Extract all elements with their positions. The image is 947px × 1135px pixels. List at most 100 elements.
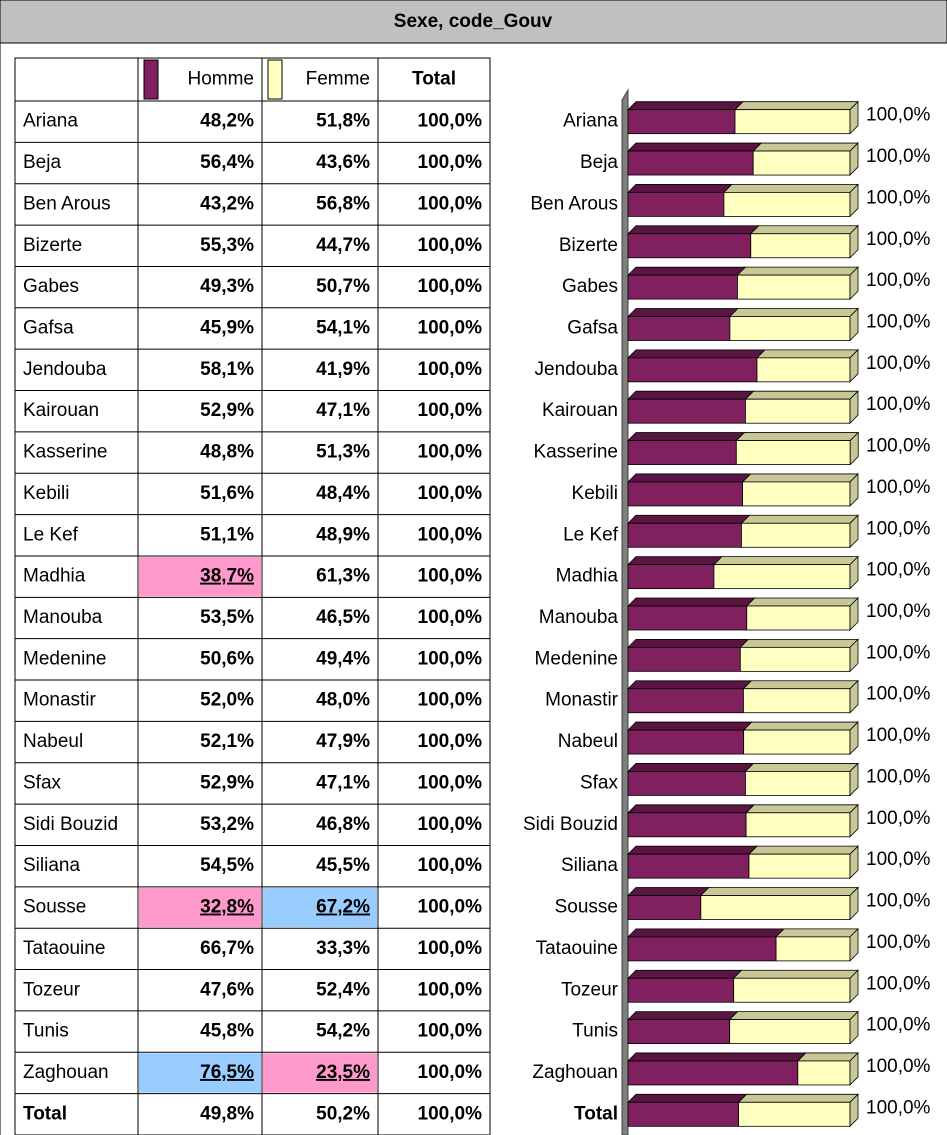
value-label: 100,0% [866, 973, 931, 994]
category-label: Sfax [580, 772, 619, 793]
category-label: Kebili [572, 483, 618, 504]
title-bar [0, 0, 947, 44]
table-cell: 100,0% [418, 1021, 483, 1042]
bar-end [849, 142, 859, 177]
table-cell: 66,7% [200, 938, 254, 959]
table-cell: 44,7% [316, 235, 370, 256]
row-label: Gafsa [23, 317, 74, 338]
bar-end [849, 307, 859, 342]
cell-highlight [263, 887, 377, 928]
title: Sexe, code_Gouv [394, 11, 553, 32]
table-cell: 100,0% [418, 938, 483, 959]
table-cell: 53,2% [200, 814, 254, 835]
row-label: Gabes [23, 276, 79, 297]
table-cell: 100,0% [418, 442, 483, 463]
bar-top [627, 887, 710, 896]
bar-top [627, 1011, 739, 1020]
bar-top [627, 1052, 807, 1062]
row-label: Kebili [23, 483, 69, 504]
value-label: 100,0% [866, 766, 931, 787]
bar [700, 895, 851, 920]
table-header [14, 57, 491, 102]
bar-top [749, 225, 859, 235]
bar-end [849, 762, 859, 797]
bar [738, 1101, 851, 1127]
bar [797, 1060, 851, 1086]
table-cell: 100,0% [418, 276, 483, 297]
bar-top [744, 390, 859, 400]
bar-top [627, 928, 786, 938]
bar-top [627, 183, 733, 193]
table-cell: 51,8% [316, 111, 370, 132]
table-cell: 32,8% [200, 897, 254, 918]
bar [627, 191, 725, 217]
bar-end [849, 969, 859, 1004]
category-label: Madhia [556, 566, 619, 587]
category-label: Ben Arous [530, 193, 618, 214]
bar [627, 564, 715, 590]
row-label: Tataouine [23, 938, 105, 959]
value-label: 100,0% [866, 187, 931, 208]
value-label: 100,0% [866, 270, 931, 291]
category-label: Nabeul [558, 731, 618, 752]
table-cell: 48,0% [316, 690, 370, 711]
column-header: Total [412, 69, 456, 90]
bar-top [775, 928, 859, 938]
bar-end [849, 224, 859, 259]
bar-top [627, 680, 753, 690]
bar-top [627, 804, 756, 814]
category-label: Le Kef [563, 524, 619, 545]
row-label: Bizerte [23, 235, 82, 256]
bar-top [728, 1011, 859, 1020]
bar-top [728, 308, 859, 317]
table-cell: 56,8% [316, 193, 370, 214]
category-label: Kasserine [534, 442, 619, 463]
table-cell: 100,0% [418, 1062, 483, 1083]
value-label: 100,0% [866, 229, 931, 250]
table-cell: 43,6% [316, 152, 370, 173]
bar [739, 646, 851, 672]
bar [743, 688, 851, 714]
table-cell: 58,1% [200, 359, 254, 380]
bar-top [756, 349, 859, 359]
bar-top [627, 845, 758, 855]
row-label: Sousse [23, 897, 86, 918]
bar [756, 357, 851, 383]
bar-end [849, 597, 859, 631]
bar [748, 853, 851, 879]
chart-wall [621, 88, 629, 1135]
bar [627, 936, 777, 962]
row-label: Sfax [23, 772, 62, 793]
bar [627, 316, 731, 341]
row-label: Total [23, 1103, 67, 1124]
category-label: Gabes [562, 276, 618, 297]
bar-end [849, 555, 859, 590]
table-cell: 52,1% [200, 731, 254, 752]
value-label: 100,0% [866, 146, 931, 167]
bar [627, 150, 754, 176]
table-cell: 46,8% [316, 814, 370, 835]
table-cell: 61,3% [316, 566, 370, 587]
value-label: 100,0% [866, 518, 931, 539]
table-cell: 47,9% [316, 731, 370, 752]
row-label: Nabeul [23, 731, 83, 752]
table-cell: 41,9% [316, 359, 370, 380]
cell-highlight [139, 1053, 261, 1093]
category-label: Gafsa [567, 317, 618, 338]
value-label: 100,0% [866, 1097, 931, 1118]
value-label: 100,0% [866, 808, 931, 829]
bar-top [752, 142, 859, 152]
bar [627, 522, 742, 548]
bar-end [849, 638, 859, 673]
category-label: Tozeur [561, 979, 619, 1000]
bar [627, 853, 750, 879]
bar-top [627, 349, 766, 359]
value-label: 100,0% [866, 311, 931, 332]
value-label: 100,0% [866, 560, 931, 581]
table-cell: 45,5% [316, 855, 370, 876]
category-label: Tataouine [536, 938, 618, 959]
table-cell: 100,0% [418, 193, 483, 214]
value-label: 100,0% [866, 891, 931, 912]
table-cell: 49,3% [200, 276, 254, 297]
